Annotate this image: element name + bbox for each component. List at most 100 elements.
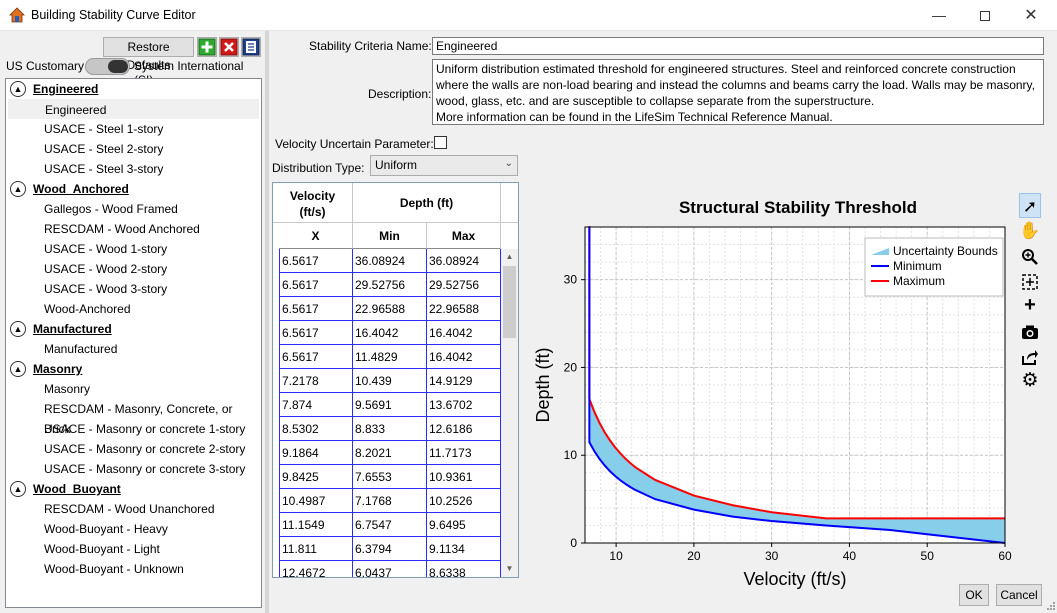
chevron-up-icon[interactable]: ▲: [10, 181, 26, 197]
table-row[interactable]: 7.874 9.5691 13.6702: [279, 393, 501, 417]
pointer-tool[interactable]: ➚: [1019, 193, 1041, 218]
tree-item[interactable]: USACE - Wood 2-story: [44, 262, 168, 276]
chevron-up-icon[interactable]: ▲: [10, 361, 26, 377]
scroll-thumb[interactable]: [503, 266, 516, 338]
cell-x[interactable]: 10.4987: [279, 489, 353, 513]
column-header-x[interactable]: X: [279, 223, 353, 249]
cell-max[interactable]: 8.6338: [427, 561, 501, 577]
chevron-up-icon[interactable]: ▲: [10, 81, 26, 97]
cell-max[interactable]: 12.6186: [427, 417, 501, 441]
minimize-button[interactable]: —: [932, 7, 946, 23]
cell-x[interactable]: 7.2178: [279, 369, 353, 393]
tree-item[interactable]: RESCDAM - Wood Unanchored: [44, 502, 215, 516]
column-header-min[interactable]: Min: [353, 223, 427, 249]
cell-min[interactable]: 6.3794: [353, 537, 427, 561]
delete-curve-button[interactable]: [219, 37, 239, 57]
cell-x[interactable]: 7.874: [279, 393, 353, 417]
scroll-up-icon[interactable]: ▲: [505, 252, 514, 261]
group-header-engineered[interactable]: ▲ Engineered: [6, 79, 261, 99]
table-row[interactable]: 6.5617 29.52756 29.52756: [279, 273, 501, 297]
cell-x[interactable]: 8.5302: [279, 417, 353, 441]
cell-max[interactable]: 10.2526: [427, 489, 501, 513]
tree-item[interactable]: USACE - Steel 2-story: [44, 142, 164, 156]
table-row[interactable]: 7.2178 10.439 14.9129: [279, 369, 501, 393]
cell-x[interactable]: 11.811: [279, 537, 353, 561]
cell-max[interactable]: 22.96588: [427, 297, 501, 321]
cell-max[interactable]: 9.1134: [427, 537, 501, 561]
ok-button[interactable]: OK: [959, 584, 989, 606]
description-textarea[interactable]: Uniform distribution estimated threshold…: [432, 59, 1044, 125]
settings-tool[interactable]: ⚙: [1019, 368, 1041, 393]
cell-x[interactable]: 6.5617: [279, 297, 353, 321]
cell-min[interactable]: 16.4042: [353, 321, 427, 345]
cell-min[interactable]: 7.6553: [353, 465, 427, 489]
cell-x[interactable]: 6.5617: [279, 273, 353, 297]
close-button[interactable]: ✕: [1024, 7, 1038, 24]
table-row[interactable]: 9.1864 8.2021 11.7173: [279, 441, 501, 465]
tree-item[interactable]: RESCDAM - Masonry, Concrete, or Brick: [44, 402, 233, 436]
table-row[interactable]: 12.4672 6.0437 8.6338: [279, 561, 501, 577]
tree-item[interactable]: Manufactured: [44, 342, 118, 356]
table-row[interactable]: 6.5617 22.96588 22.96588: [279, 297, 501, 321]
cell-max[interactable]: 11.7173: [427, 441, 501, 465]
tree-item[interactable]: USACE - Steel 1-story: [44, 122, 164, 136]
tree-item[interactable]: RESCDAM - Wood Anchored: [44, 222, 200, 236]
table-row[interactable]: 6.5617 36.08924 36.08924: [279, 249, 501, 273]
cell-min[interactable]: 6.0437: [353, 561, 427, 577]
group-header-wood-buoyant[interactable]: ▲ Wood_Buoyant: [6, 479, 261, 499]
cell-min[interactable]: 10.439: [353, 369, 427, 393]
add-point-tool[interactable]: +: [1019, 293, 1041, 318]
tree-item-engineered[interactable]: Engineered: [8, 99, 259, 119]
table-row[interactable]: 9.8425 7.6553 10.9361: [279, 465, 501, 489]
group-header-manufactured[interactable]: ▲ Manufactured: [6, 319, 261, 339]
tree-item[interactable]: USACE - Wood 3-story: [44, 282, 168, 296]
cell-x[interactable]: 9.1864: [279, 441, 353, 465]
restore-defaults-button[interactable]: Restore Defaults: [103, 37, 194, 72]
cell-max[interactable]: 13.6702: [427, 393, 501, 417]
column-header-max[interactable]: Max: [427, 223, 501, 249]
group-header-masonry[interactable]: ▲ Masonry: [6, 359, 261, 379]
zoom-tool[interactable]: [1019, 243, 1041, 268]
cell-max[interactable]: 10.9361: [427, 465, 501, 489]
table-row[interactable]: 6.5617 16.4042 16.4042: [279, 321, 501, 345]
cell-x[interactable]: 6.5617: [279, 321, 353, 345]
tree-item[interactable]: Wood-Anchored: [44, 302, 131, 316]
cell-max[interactable]: 16.4042: [427, 345, 501, 369]
cell-max[interactable]: 14.9129: [427, 369, 501, 393]
table-row[interactable]: 11.1549 6.7547 9.6495: [279, 513, 501, 537]
scroll-down-icon[interactable]: ▼: [505, 564, 514, 573]
cell-min[interactable]: 36.08924: [353, 249, 427, 273]
cell-min[interactable]: 22.96588: [353, 297, 427, 321]
cell-min[interactable]: 29.52756: [353, 273, 427, 297]
distribution-type-select[interactable]: Uniform ⌄: [370, 155, 518, 176]
cell-max[interactable]: 9.6495: [427, 513, 501, 537]
export-tool[interactable]: [1019, 343, 1041, 368]
cell-max[interactable]: 29.52756: [427, 273, 501, 297]
resize-grip-icon[interactable]: [1046, 601, 1056, 611]
criteria-name-input[interactable]: Engineered: [432, 37, 1044, 55]
add-curve-button[interactable]: [197, 37, 217, 57]
tree-item[interactable]: USACE - Steel 3-story: [44, 162, 164, 176]
tree-item[interactable]: Wood-Buoyant - Light: [44, 542, 160, 556]
table-row[interactable]: 11.811 6.3794 9.1134: [279, 537, 501, 561]
cell-max[interactable]: 16.4042: [427, 321, 501, 345]
group-header-wood-anchored[interactable]: ▲ Wood_Anchored: [6, 179, 261, 199]
cancel-button[interactable]: Cancel: [996, 584, 1042, 606]
cell-min[interactable]: 7.1768: [353, 489, 427, 513]
cell-x[interactable]: 6.5617: [279, 249, 353, 273]
velocity-uncertain-checkbox[interactable]: [434, 136, 447, 149]
cell-x[interactable]: 11.1549: [279, 513, 353, 537]
tree-item[interactable]: Wood-Buoyant - Heavy: [44, 522, 168, 536]
table-row[interactable]: 10.4987 7.1768 10.2526: [279, 489, 501, 513]
chevron-up-icon[interactable]: ▲: [10, 321, 26, 337]
cell-min[interactable]: 8.833: [353, 417, 427, 441]
pan-tool[interactable]: ✋: [1019, 218, 1041, 243]
table-row[interactable]: 8.5302 8.833 12.6186: [279, 417, 501, 441]
panel-splitter[interactable]: [265, 31, 269, 613]
maximize-button[interactable]: [962, 0, 1008, 31]
cell-min[interactable]: 6.7547: [353, 513, 427, 537]
tree-item[interactable]: USACE - Masonry or concrete 3-story: [44, 462, 246, 476]
tree-item[interactable]: USACE - Masonry or concrete 1-story: [44, 422, 246, 436]
cell-max[interactable]: 36.08924: [427, 249, 501, 273]
tree-item[interactable]: USACE - Masonry or concrete 2-story: [44, 442, 246, 456]
